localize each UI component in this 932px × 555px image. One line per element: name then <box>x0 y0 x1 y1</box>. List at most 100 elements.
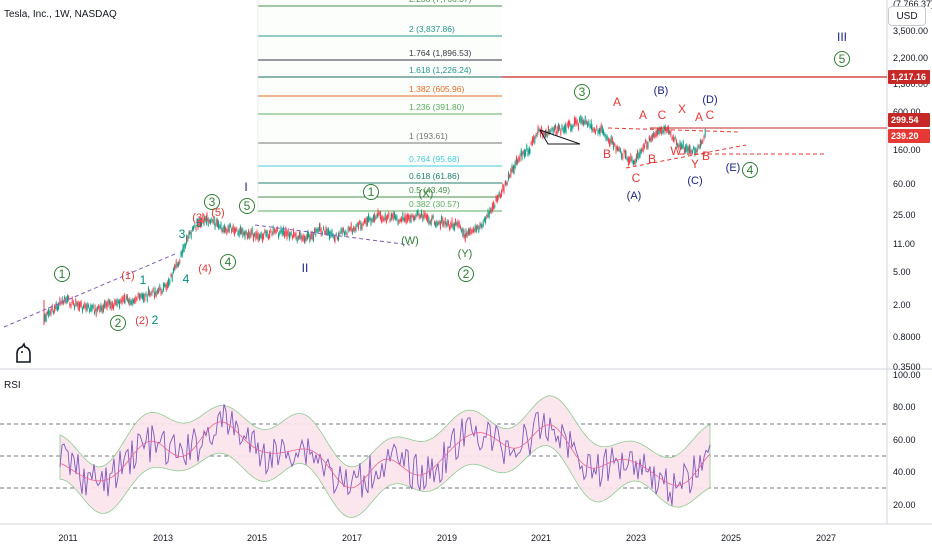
wave-label[interactable]: 1 <box>140 273 147 287</box>
wave-label[interactable]: X <box>678 102 686 116</box>
time-axis-label: 2027 <box>816 533 836 543</box>
price-candle-body <box>556 127 558 135</box>
triangle-pattern[interactable] <box>539 129 581 145</box>
price-candle-body <box>361 224 363 230</box>
rsi-title[interactable]: RSI <box>4 380 21 391</box>
wave-label[interactable]: B <box>603 147 611 161</box>
fib-retracement-tool[interactable]: 2.236 (7,766.37) 2 (3,837.86) 1.764 (1,896… <box>257 0 887 215</box>
price-candle-body <box>317 228 319 233</box>
wave-label[interactable]: 2 <box>152 313 159 327</box>
price-candle-body <box>184 244 186 248</box>
wave-label[interactable]: C <box>706 108 715 122</box>
wave-label-text: 4 <box>225 255 232 269</box>
wave-label[interactable]: (C) <box>687 175 702 187</box>
fib-level-label: 1.236 (391.80) <box>409 102 464 112</box>
wave-label[interactable]: 3 <box>574 84 590 100</box>
wave-label[interactable]: (4) <box>198 263 211 275</box>
price-badge[interactable]: 239.20 <box>888 129 930 143</box>
wave-label[interactable]: 5 <box>239 198 255 214</box>
price-candle-body <box>64 296 66 300</box>
wave-label[interactable]: (E) <box>726 162 741 174</box>
dashed-trendline[interactable] <box>607 127 741 133</box>
symbol-title[interactable]: Tesla, Inc., 1W, NASDAQ <box>4 9 117 20</box>
price-candle-body <box>539 129 541 137</box>
wave-label[interactable]: 4 <box>183 272 190 286</box>
price-candle-body <box>428 216 430 224</box>
wave-label-circle <box>110 315 126 331</box>
price-candle-body <box>511 165 513 172</box>
wave-label[interactable]: (2) <box>135 315 148 327</box>
wave-label[interactable]: 1 <box>363 184 379 200</box>
wave-label[interactable]: (B) <box>654 85 669 97</box>
wave-label[interactable]: A <box>695 110 703 124</box>
price-candle-body <box>251 227 253 235</box>
wave-label[interactable]: (5) <box>211 207 224 219</box>
wave-label[interactable]: 5 <box>196 216 203 230</box>
wave-label[interactable]: A <box>639 108 647 122</box>
price-badge[interactable]: 1,217.16 <box>888 70 930 84</box>
wave-label[interactable]: (W) <box>401 235 419 247</box>
price-candle-body <box>326 228 328 235</box>
trendlines[interactable] <box>3 127 887 328</box>
price-candle-body <box>65 297 67 304</box>
price-candle-body <box>422 215 424 222</box>
price-candle-body <box>479 223 481 229</box>
wave-label[interactable]: (Y) <box>458 248 473 260</box>
wave-label[interactable]: 2 <box>458 266 474 282</box>
price-candle-body <box>553 126 555 132</box>
wave-label[interactable]: (X) <box>419 188 434 200</box>
wave-label[interactable]: C <box>658 108 667 122</box>
dashed-trendline[interactable] <box>3 253 176 328</box>
price-candle-body <box>515 156 517 165</box>
wave-label[interactable]: (A) <box>627 190 642 202</box>
wave-label[interactable]: III <box>837 30 847 44</box>
price-candle-body <box>485 217 487 224</box>
price-candle-body <box>642 144 644 152</box>
wave-label[interactable]: W <box>670 144 682 158</box>
price-candle-body <box>315 228 317 236</box>
wave-label[interactable]: 1 <box>54 266 70 282</box>
wave-label[interactable]: 3 <box>179 227 186 241</box>
price-candle-body <box>421 210 423 217</box>
wave-label[interactable]: A <box>613 95 621 109</box>
wave-label[interactable]: C <box>632 171 641 185</box>
currency-button[interactable]: USD <box>888 6 926 26</box>
price-candle-body <box>381 216 383 223</box>
wave-label[interactable]: 2 <box>110 315 126 331</box>
wave-label[interactable]: 4 <box>220 254 236 270</box>
price-candle-body <box>102 304 104 312</box>
price-candle-body <box>430 219 432 225</box>
wave-label[interactable]: (D) <box>702 94 717 106</box>
wave-label[interactable]: 4 <box>742 162 758 178</box>
price-candle-body <box>699 139 701 148</box>
elliott-wave-labels[interactable]: 1234512345IIIIII(1)(2)(3)(4)(5)12345(W)(… <box>54 30 850 331</box>
price-candle-body <box>180 251 182 257</box>
wave-label[interactable]: B <box>648 152 656 166</box>
price-candle-body <box>278 233 280 239</box>
price-candle-body <box>627 157 629 165</box>
price-candle-body <box>297 236 299 240</box>
wave-label[interactable]: (1) <box>121 270 134 282</box>
price-badge[interactable]: 299.54 <box>888 113 930 127</box>
dashed-trendline[interactable] <box>625 144 747 169</box>
wave-label-text: 4 <box>747 163 754 177</box>
price-candle-body <box>149 290 151 296</box>
price-candle-body <box>385 216 387 223</box>
price-candle-body <box>236 228 238 231</box>
price-candle-body <box>429 221 431 225</box>
wave-label[interactable]: II <box>302 261 309 275</box>
wave-label[interactable]: 5 <box>834 51 850 67</box>
wave-label-text: III <box>837 30 847 44</box>
price-candle-body <box>550 129 552 133</box>
wave-label[interactable]: Y <box>691 157 699 171</box>
price-candle-body <box>646 141 648 149</box>
price-candle-body <box>375 216 377 219</box>
dashed-trendline[interactable] <box>254 224 411 246</box>
wave-label[interactable]: 3 <box>204 194 220 210</box>
wave-label[interactable]: B <box>702 149 710 163</box>
wave-label[interactable]: I <box>244 180 247 194</box>
tradingview-logo-icon[interactable] <box>14 342 34 364</box>
wave-label[interactable]: (3) <box>192 212 205 224</box>
